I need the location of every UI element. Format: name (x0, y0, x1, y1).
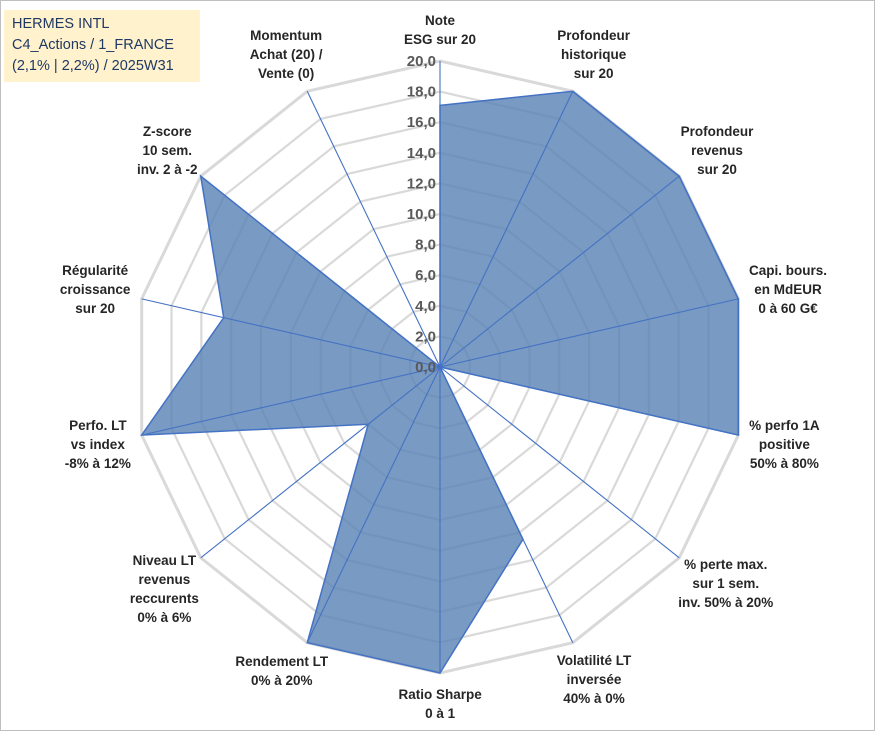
axis-label-line: ESG sur 20 (404, 32, 477, 47)
axis-label-line: 0% à 6% (137, 609, 192, 625)
axis-label: Note ESG sur 20 (404, 11, 476, 49)
axis-spoke (306, 366, 441, 643)
axis-label-line: revenus (691, 143, 743, 159)
tick-label: 10,0 (407, 206, 436, 223)
axis-label-line: Note (425, 13, 456, 28)
tick-label: 16,0 (407, 114, 436, 131)
axis-label: Capi. bours. en MdEUR 0 à 60 G€ (749, 261, 827, 318)
axis-label: Régularité croissance sur 20 (60, 261, 131, 318)
tick-label: 8,0 (415, 237, 436, 254)
axis-spoke (306, 91, 441, 368)
info-title: HERMES INTL (12, 16, 110, 32)
axis-spoke (439, 366, 574, 643)
axis-spoke (439, 298, 739, 368)
axis-spoke (141, 298, 441, 368)
info-box: HERMES INTL C4_Actions / 1_FRANCE (2,1% … (4, 10, 200, 82)
tick-label: 6,0 (415, 267, 436, 284)
axis-label-line: 40% à 0% (563, 690, 625, 706)
axis-spoke (439, 175, 680, 368)
axis-label-line: Profondeur (557, 28, 631, 44)
axis-label: Ratio Sharpe 0 à 1 (399, 685, 482, 723)
axis-spoke (439, 91, 574, 368)
axis-label-line: Rendement LT (235, 653, 329, 669)
axis-label: % perfo 1A positive 50% à 80% (749, 416, 820, 473)
axis-spoke (200, 175, 441, 368)
axis-label-line: en MdEUR (754, 282, 822, 298)
axis-label-line: Momentum (250, 28, 323, 44)
tick-label: 4,0 (415, 298, 436, 315)
info-category: C4_Actions / 1_FRANCE (12, 37, 174, 53)
axis-label: Momentum Achat (20) / Vente (0) (250, 26, 323, 83)
axis-label-line: Volatilité LT (556, 652, 632, 668)
tick-label: 14,0 (407, 145, 436, 162)
axis-label-line: positive (758, 436, 810, 452)
tick-label: 0,0 (415, 359, 436, 376)
axis-label-line: 0% à 20% (250, 672, 313, 688)
axis-label: % perte max. sur 1 sem. inv. 50% à 20% (678, 555, 773, 612)
axis-label: Profondeur revenus sur 20 (681, 122, 754, 179)
axis-spoke (200, 366, 441, 559)
axis-label-line: inv. 50% à 20% (678, 594, 774, 610)
axis-label-line: Vente (0) (257, 66, 315, 82)
axis-label-line: 50% à 80% (749, 455, 819, 471)
axis-spoke (439, 366, 680, 559)
axis-label-line: % perte max. (684, 556, 768, 572)
axis-label-line: Z-score (142, 124, 192, 140)
axis-label-line: Perfo. LT (69, 417, 127, 433)
axis-label-line: inv. 2 à -2 (137, 162, 198, 178)
axis-label: Profondeur historique sur 20 (557, 26, 630, 83)
axis-label-line: croissance (59, 282, 131, 298)
tick-label: 12,0 (407, 175, 436, 192)
axis-label: Volatilité LT inversée 40% à 0% (557, 651, 632, 708)
axis-label-line: Ratio Sharpe (398, 687, 482, 702)
axis-label-line: vs index (70, 436, 125, 452)
axis-label-line: Capi. bours. (749, 263, 828, 279)
axis-label-line: sur 1 sem. (692, 575, 760, 591)
axis-label-line: Régularité (62, 263, 129, 279)
info-period: (2,1% | 2,2%) / 2025W31 (12, 58, 174, 74)
axis-label: Perfo. LT vs index -8% à 12% (65, 416, 131, 473)
tick-label: 2,0 (415, 328, 436, 345)
axis-label-line: reccurents (129, 590, 199, 606)
axis-label-line: historique (561, 47, 627, 63)
axis-label: Rendement LT 0% à 20% (235, 652, 328, 690)
axis-label-line: Profondeur (680, 124, 754, 140)
axis-label-line: revenus (138, 571, 191, 587)
axis-label-line: sur 20 (697, 162, 737, 178)
axis-label-line: sur 20 (75, 301, 116, 317)
axis-label-line: Niveau LT (132, 552, 197, 568)
axis-label-line: inversée (566, 671, 622, 687)
axis-label-line: % perfo 1A (749, 417, 820, 433)
axis-label-line: 0 à 1 (425, 706, 456, 721)
axis-label-line: sur 20 (573, 66, 614, 82)
axis-label-line: -8% à 12% (64, 455, 131, 471)
axis-label: Niveau LT revenus reccurents 0% à 6% (130, 551, 199, 627)
axis-label: Z-score 10 sem. inv. 2 à -2 (137, 122, 198, 179)
axis-label-line: Achat (20) / (249, 47, 323, 63)
axis-spoke (439, 366, 739, 436)
tick-label: 18,0 (407, 84, 436, 101)
axis-label-line: 10 sem. (142, 143, 193, 159)
tick-label: 20,0 (407, 53, 436, 70)
axis-spoke (141, 366, 441, 436)
axis-label-line: 0 à 60 G€ (758, 301, 818, 317)
